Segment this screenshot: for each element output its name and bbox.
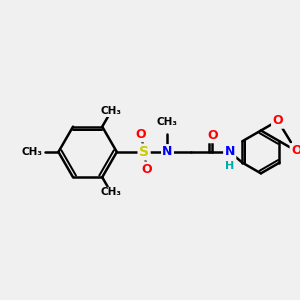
Text: O: O <box>142 163 152 176</box>
Text: O: O <box>207 129 217 142</box>
Text: CH₃: CH₃ <box>157 118 178 129</box>
Text: O: O <box>136 128 146 141</box>
Text: S: S <box>139 145 149 159</box>
Text: H: H <box>225 161 234 171</box>
Text: S: S <box>139 145 149 159</box>
Text: H: H <box>225 161 234 171</box>
Text: O: O <box>291 145 300 158</box>
Text: O: O <box>136 128 146 141</box>
Text: CH₃: CH₃ <box>157 117 178 127</box>
Text: N: N <box>225 146 235 158</box>
Text: O: O <box>272 114 283 127</box>
Text: O: O <box>207 129 217 142</box>
Text: CH₃: CH₃ <box>100 106 122 116</box>
Text: O: O <box>272 114 283 127</box>
Text: N: N <box>162 146 172 158</box>
Text: O: O <box>142 163 152 176</box>
Text: N: N <box>162 146 172 158</box>
Text: CH₃: CH₃ <box>22 147 43 157</box>
Text: N: N <box>225 146 235 158</box>
Text: CH₃: CH₃ <box>100 188 122 197</box>
Text: O: O <box>291 145 300 158</box>
